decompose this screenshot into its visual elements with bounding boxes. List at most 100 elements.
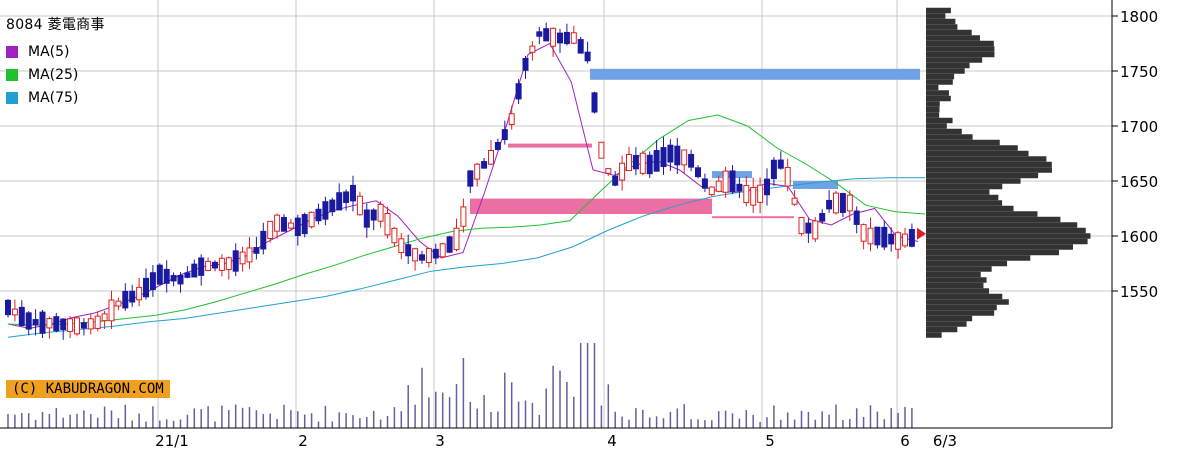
candle-body — [356, 195, 363, 216]
ma5-swatch — [6, 45, 18, 58]
candle-body — [46, 318, 53, 329]
volume-profile-bin — [926, 161, 1052, 168]
volume-profile-bin — [926, 145, 1018, 151]
volume-profile-bin — [926, 194, 999, 201]
candle-body — [336, 192, 343, 211]
candle-body — [543, 28, 550, 42]
volume-profile-bin — [926, 112, 940, 118]
ma75-line — [7, 177, 925, 338]
ma75-swatch — [6, 91, 18, 104]
candle-body — [819, 213, 826, 222]
volume-profile-bin — [926, 332, 942, 338]
candle-body — [80, 322, 87, 329]
candle-body — [563, 31, 570, 45]
volume-profile-bin — [926, 13, 946, 19]
candle-body — [632, 155, 639, 170]
y-tick-label: 1600 — [1120, 228, 1158, 246]
candle-body — [550, 27, 557, 47]
volume-profile-bin — [926, 321, 967, 327]
candle-body — [570, 32, 577, 44]
candle-body — [839, 193, 846, 213]
volume-profile-bin — [926, 24, 958, 30]
candle-body — [301, 214, 308, 235]
candle-body — [902, 233, 908, 247]
candle-body — [508, 113, 515, 125]
volume-profile-bin — [926, 282, 984, 289]
candle-body — [481, 161, 488, 169]
volume-profile-bin — [926, 326, 958, 333]
candle-body — [688, 153, 695, 168]
volume-profile-bin — [926, 167, 1052, 173]
candle-body — [439, 243, 446, 258]
volume-profile-bin — [926, 277, 987, 283]
volume-profile-bin — [926, 139, 1000, 146]
candle-body — [722, 170, 729, 193]
volume-profile-bin — [926, 90, 949, 96]
volume-profile-bin — [926, 62, 970, 69]
x-tick-label: 6/3 — [933, 432, 957, 450]
axes: 1550 1600 1650 1700 1750 1800 21/1 2 3 4 5 6 6/3 — [0, 0, 1158, 450]
candle-body — [674, 145, 681, 166]
candle-body — [515, 83, 522, 100]
candle-body — [239, 251, 246, 265]
candle-body — [701, 178, 708, 189]
legend-item-ma75: MA(75) — [6, 86, 105, 109]
volume-profile-bin — [926, 299, 1009, 305]
candle-body — [343, 191, 350, 203]
candle-body — [108, 299, 115, 322]
candle-body — [74, 317, 80, 335]
legend-label-ma5: MA(5) — [28, 43, 70, 60]
volume-profile-bin — [926, 200, 1003, 206]
candle-body — [619, 162, 626, 181]
volume-profile-bin — [926, 260, 1008, 267]
volume-profile-bin — [926, 29, 972, 36]
candle-body — [329, 199, 336, 213]
candle-body — [639, 152, 646, 174]
y-tick-label: 1550 — [1120, 283, 1158, 301]
candle-body — [895, 232, 902, 250]
volume-profile-bin — [926, 288, 990, 294]
volume-profile-bin — [926, 315, 973, 322]
candle-body — [377, 203, 384, 222]
candle-body — [412, 248, 419, 262]
candle-body — [888, 233, 895, 245]
candle-body — [260, 230, 267, 250]
candle-body — [384, 213, 391, 236]
candle-body — [322, 201, 329, 220]
current-price-marker — [917, 227, 926, 240]
volume-profile — [917, 7, 1091, 338]
x-tick-label: 4 — [607, 432, 617, 450]
candle-body — [39, 311, 46, 334]
candle-body — [115, 300, 122, 307]
candle-body — [370, 209, 377, 221]
candle-body — [653, 150, 660, 172]
band-1645 — [793, 181, 838, 189]
candle-body — [715, 180, 722, 192]
candle-body — [833, 192, 839, 214]
candle-body — [488, 150, 494, 165]
candle-body — [612, 175, 619, 186]
volume-profile-bin — [926, 95, 951, 102]
band-1617 — [712, 216, 794, 219]
candle-body — [501, 129, 508, 141]
candle-body — [791, 197, 798, 205]
volume-profile-bin — [926, 244, 1073, 250]
candle-body — [177, 274, 184, 285]
candle-body — [198, 257, 205, 276]
candle-body — [591, 92, 598, 113]
candle-body — [784, 166, 791, 187]
candle-body — [129, 290, 136, 303]
legend-item-ma25: MA(25) — [6, 63, 105, 86]
candle-body — [419, 254, 425, 261]
volume-profile-bin — [926, 51, 995, 58]
volume-profile-bin — [926, 73, 955, 80]
volume-profile-bin — [926, 227, 1086, 234]
volume-profile-bin — [926, 178, 1021, 184]
volume-profile-bin — [926, 304, 997, 311]
candle-body — [860, 224, 867, 242]
candle-body — [881, 226, 888, 248]
candle-body — [5, 299, 11, 316]
candle-body — [143, 277, 149, 298]
volume-profile-bin — [926, 255, 1031, 261]
candle-body — [405, 244, 412, 257]
